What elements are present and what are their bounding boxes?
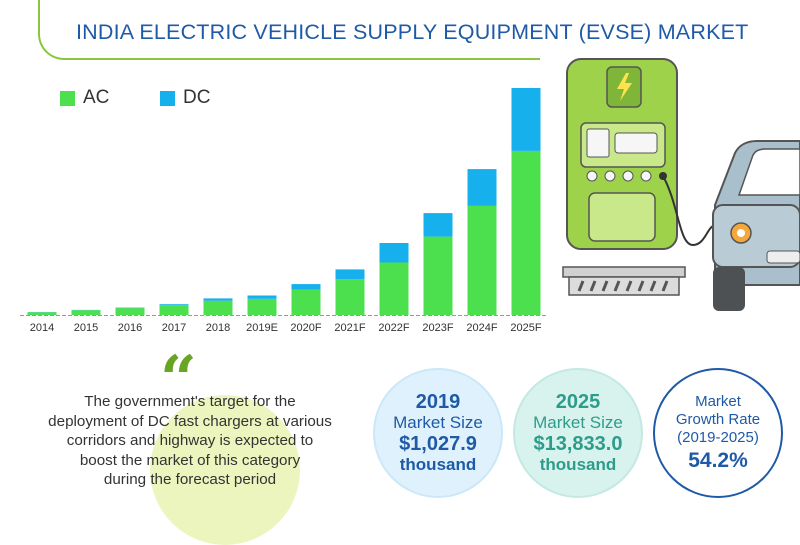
stat-growth-rate: Market Growth Rate (2019-2025) 54.2% (653, 368, 783, 498)
x-tick-label: 2018 (206, 322, 230, 334)
bar-ac-2014 (28, 312, 57, 315)
bar-dc-2021f (336, 269, 365, 279)
bar-ac-2023f (424, 237, 453, 315)
bar-dc-2018 (204, 298, 233, 300)
ev-charger-icon (563, 59, 715, 295)
x-tick-label: 2022F (378, 322, 409, 334)
bar-dc-2020f (292, 284, 321, 290)
stat-year: 2019 (416, 391, 461, 413)
x-tick-label: 2024F (466, 322, 497, 334)
bar-ac-2016 (116, 308, 145, 315)
bar-dc-2022f (380, 243, 409, 263)
bar-ac-2020f (292, 290, 321, 315)
bar-ac-2022f (380, 263, 409, 316)
stat-unit: thousand (400, 455, 477, 475)
car-icon (713, 141, 800, 311)
bar-dc-2017 (160, 304, 189, 305)
x-tick-label: 2023F (422, 322, 453, 334)
bar-ac-2017 (160, 305, 189, 315)
bar-dc-2023f (424, 213, 453, 237)
stat-label-line: Market (695, 393, 741, 411)
stat-label-line: Growth Rate (676, 411, 760, 429)
quote-line: The government's target for the (25, 392, 355, 412)
x-tick-label: 2014 (30, 322, 54, 334)
stat-label: Market Size (533, 413, 623, 433)
x-tick-label: 2025F (510, 322, 541, 334)
x-tick-label: 2020F (290, 322, 321, 334)
quote-line: deployment of DC fast chargers at variou… (25, 412, 355, 432)
quote-line: during the forecast period (25, 470, 355, 490)
quote-text: The government's target for the deployme… (25, 392, 355, 490)
stat-value: $1,027.9 (399, 433, 477, 455)
bar-ac-2015 (72, 310, 101, 315)
x-tick-label: 2016 (118, 322, 142, 334)
bar-dc-2025f (512, 88, 541, 151)
bar-chart: 2014 2015 2016 2017 2018 2019E 2020F 2021F 2022F… (0, 0, 560, 340)
stat-label: Market Size (393, 413, 483, 433)
x-tick-label: 2021F (334, 322, 365, 334)
x-tick-label: 2017 (162, 322, 186, 334)
stat-period: (2019-2025) (677, 429, 759, 447)
bar-dc-2019e (248, 296, 277, 299)
stat-unit: thousand (540, 455, 617, 475)
bar-ac-2024f (468, 206, 497, 315)
quote-line: corridors and highway is expected to (25, 431, 355, 451)
bar-ac-2025f (512, 151, 541, 315)
bar-ac-2019e (248, 299, 277, 315)
stat-year: 2025 (556, 391, 601, 413)
x-tick-label: 2019E (246, 322, 278, 334)
bar-ac-2021f (336, 279, 365, 315)
ev-charger-illustration (555, 55, 800, 325)
quote-line: boost the market of this category (25, 451, 355, 471)
stat-value: 54.2% (688, 449, 748, 473)
stat-2019-market-size: 2019 Market Size $1,027.9 thousand (373, 368, 503, 498)
bar-dc-2024f (468, 169, 497, 206)
bar-ac-2018 (204, 301, 233, 315)
x-tick-label: 2015 (74, 322, 98, 334)
bar-dc-2016 (116, 308, 145, 309)
stat-value: $13,833.0 (534, 433, 623, 455)
stat-2025-market-size: 2025 Market Size $13,833.0 thousand (513, 368, 643, 498)
